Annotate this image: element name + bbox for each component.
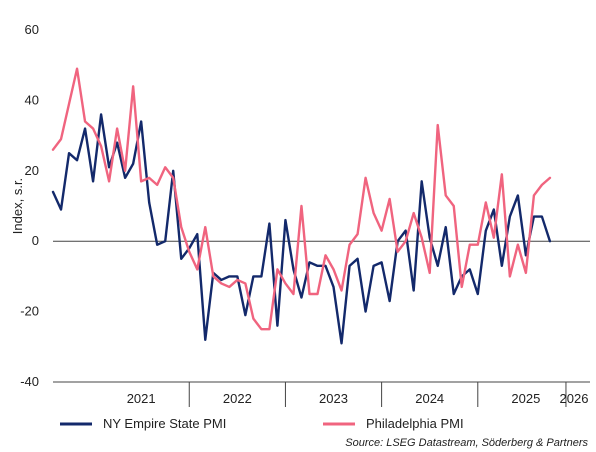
x-axis-year-separators: [188, 382, 567, 407]
x-tick-label: 2024: [415, 391, 444, 406]
y-tick-label: 0: [32, 233, 39, 248]
source-note: Source: LSEG Datastream, Söderberg & Par…: [345, 437, 588, 449]
series-line-ny-empire: [51, 113, 552, 345]
x-tick-label: 2026: [560, 391, 589, 406]
series-line-philadelphia: [51, 67, 552, 331]
y-axis-label: Index, s.r.: [10, 178, 25, 234]
legend-label-ny-empire: NY Empire State PMI: [103, 416, 226, 431]
y-tick-label: -20: [20, 304, 39, 319]
legend: NY Empire State PMI Philadelphia PMI: [60, 416, 464, 431]
x-tick-label: 2021: [127, 391, 156, 406]
x-tick-label: 2022: [223, 391, 252, 406]
y-tick-label: 20: [25, 163, 39, 178]
y-tick-label: 60: [25, 22, 39, 37]
y-axis-ticks: -40 -20 0 20 40 60: [20, 22, 39, 389]
x-tick-label: 2025: [511, 391, 540, 406]
y-tick-label: -40: [20, 374, 39, 389]
y-tick-label: 40: [25, 92, 39, 107]
legend-label-philadelphia: Philadelphia PMI: [366, 416, 464, 431]
x-axis-ticks: 2021 2022 2023 2024 2025 2026: [127, 391, 589, 406]
x-tick-label: 2023: [319, 391, 348, 406]
series-lines: [51, 67, 552, 345]
